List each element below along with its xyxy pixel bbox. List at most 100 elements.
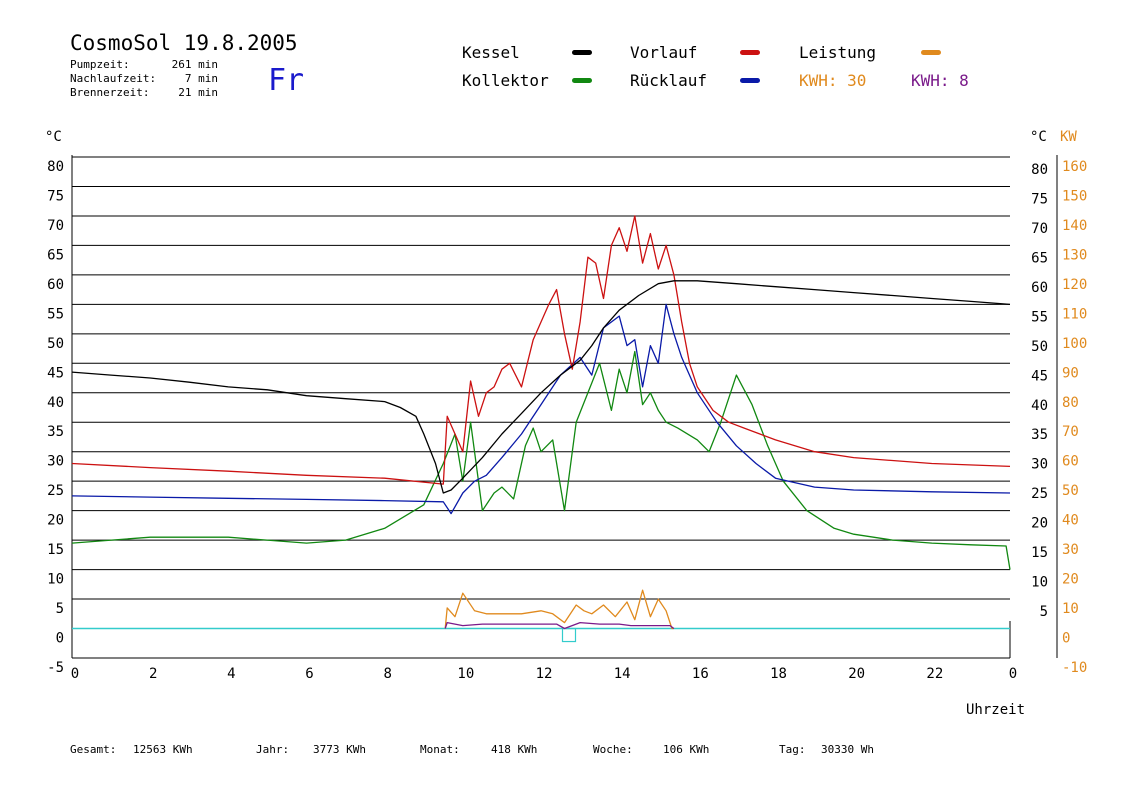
footer-year-label: Jahr:: [256, 743, 289, 756]
y-tick-left: 15: [47, 542, 64, 558]
legend-kollektor-swatch: [572, 78, 592, 83]
y-tick-power: 80: [1062, 395, 1079, 411]
legend-ruecklauf-swatch: [740, 78, 760, 83]
legend-kessel-label: Kessel: [462, 43, 520, 62]
x-tick: 6: [305, 666, 313, 682]
series-line-leistung: [444, 589, 674, 630]
y-tick-left: 40: [47, 395, 64, 411]
x-tick: 0: [71, 666, 79, 682]
y-tick-power: 160: [1062, 159, 1087, 175]
y-tick-right: 30: [1031, 457, 1048, 473]
weekday-label: Fr: [268, 63, 304, 98]
x-tick: 0: [1009, 666, 1017, 682]
burner-time-value: 21 min: [178, 86, 218, 99]
x-tick: 22: [926, 666, 943, 682]
y-tick-right: 5: [1040, 604, 1048, 620]
y-tick-right: 35: [1031, 427, 1048, 443]
pump-time-label: Pumpzeit:: [70, 58, 130, 71]
x-tick: 2: [149, 666, 157, 682]
series: [71, 215, 1011, 643]
pump-time-value: 261 min: [172, 58, 218, 71]
legend-kwh-solar: KWH: 30: [799, 71, 866, 90]
y-tick-right: 20: [1031, 516, 1048, 532]
y-tick-left: 75: [47, 188, 64, 204]
y-tick-power: 0: [1062, 631, 1070, 647]
y-tick-power: 20: [1062, 572, 1079, 588]
y-tick-power: 60: [1062, 454, 1079, 470]
baseline-marker: [561, 627, 577, 643]
y-tick-right: 80: [1031, 162, 1048, 178]
y-axis-right-unit: °C: [1030, 129, 1047, 145]
y-tick-right: 75: [1031, 191, 1048, 207]
series-line-brenner: [444, 621, 675, 630]
footer-total-value: 12563 KWh: [133, 743, 193, 756]
ticks: 80757065605550454035302520151050-5807570…: [47, 159, 1087, 682]
x-tick: 20: [848, 666, 865, 682]
legend-ruecklauf-label: Rücklauf: [630, 71, 707, 90]
y-tick-power: 150: [1062, 188, 1087, 204]
y-tick-right: 70: [1031, 221, 1048, 237]
y-tick-power: -10: [1062, 660, 1087, 676]
legend-kessel-swatch: [572, 50, 592, 55]
y-tick-right: 55: [1031, 309, 1048, 325]
y-tick-left: 35: [47, 424, 64, 440]
footer-day-value: 30330 Wh: [821, 743, 874, 756]
y-tick-power: 100: [1062, 336, 1087, 352]
y-tick-power: 70: [1062, 424, 1079, 440]
y-tick-power: 10: [1062, 601, 1079, 617]
series-line-vorlauf: [71, 215, 1011, 485]
chart-title: CosmoSol 19.8.2005: [70, 31, 298, 55]
legend-vorlauf-swatch: [740, 50, 760, 55]
y-tick-right: 50: [1031, 339, 1048, 355]
followup-time-label: Nachlaufzeit:: [70, 72, 156, 85]
y-tick-right: 60: [1031, 280, 1048, 296]
y-tick-power: 90: [1062, 365, 1079, 381]
y-tick-power: 30: [1062, 542, 1079, 558]
footer-week-label: Woche:: [593, 743, 633, 756]
y-tick-power: 140: [1062, 218, 1087, 234]
x-tick: 18: [770, 666, 787, 682]
x-tick: 10: [457, 666, 474, 682]
y-tick-power: 110: [1062, 306, 1087, 322]
y-tick-left: 60: [47, 277, 64, 293]
y-tick-left: 50: [47, 336, 64, 352]
footer-day-label: Tag:: [779, 743, 806, 756]
x-axis-title: Uhrzeit: [966, 702, 1025, 718]
y-tick-left: 70: [47, 218, 64, 234]
series-line-kollektor: [71, 350, 1011, 570]
x-tick: 16: [692, 666, 709, 682]
series-line-ruecklauf: [71, 303, 1011, 515]
x-tick: 4: [227, 666, 235, 682]
legend-kwh-burner: KWH: 8: [911, 71, 969, 90]
burner-time-label: Brennerzeit:: [70, 86, 149, 99]
y-tick-power: 120: [1062, 277, 1087, 293]
y-tick-left: 0: [56, 631, 64, 647]
y-tick-right: 40: [1031, 398, 1048, 414]
y-tick-left: -5: [47, 660, 64, 676]
y-tick-left: 25: [47, 483, 64, 499]
y-tick-power: 130: [1062, 247, 1087, 263]
legend-leistung-label: Leistung: [799, 43, 876, 62]
y-tick-left: 30: [47, 454, 64, 470]
y-tick-power: 50: [1062, 483, 1079, 499]
footer-total-label: Gesamt:: [70, 743, 116, 756]
footer-week-value: 106 KWh: [663, 743, 709, 756]
x-tick: 8: [383, 666, 391, 682]
legend-leistung-swatch: [921, 50, 941, 55]
y-axis-left-unit: °C: [45, 129, 62, 145]
y-tick-left: 55: [47, 306, 64, 322]
followup-time-value: 7 min: [185, 72, 218, 85]
y-tick-left: 10: [47, 572, 64, 588]
y-tick-power: 40: [1062, 513, 1079, 529]
y-tick-left: 65: [47, 247, 64, 263]
y-tick-right: 65: [1031, 250, 1048, 266]
x-tick: 12: [536, 666, 553, 682]
y-tick-left: 80: [47, 159, 64, 175]
y-tick-right: 10: [1031, 575, 1048, 591]
legend-kollektor-label: Kollektor: [462, 71, 549, 90]
footer-year-value: 3773 KWh: [313, 743, 366, 756]
y-tick-right: 15: [1031, 545, 1048, 561]
legend-vorlauf-label: Vorlauf: [630, 43, 697, 62]
series-line-kessel: [71, 280, 1011, 494]
